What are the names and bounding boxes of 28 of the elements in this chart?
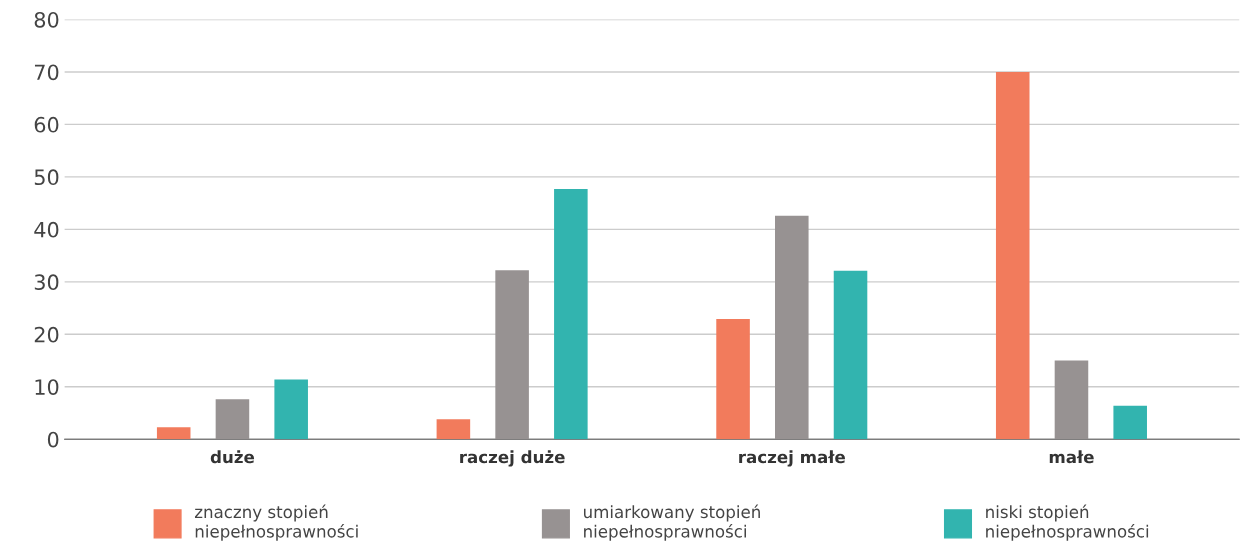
bar [1113, 405, 1147, 440]
bar [833, 270, 868, 440]
x-tick-label: duże [210, 450, 255, 464]
bar [274, 379, 308, 440]
y-tick-label: 20 [34, 326, 59, 343]
y-tick-label: 60 [34, 116, 59, 133]
bar [554, 188, 588, 440]
y-tick-label: 30 [34, 274, 59, 291]
bar [156, 427, 191, 440]
y-tick-label: 80 [34, 11, 59, 28]
x-tick-label: raczej duże [460, 450, 565, 467]
x-tick-label: małe [1049, 450, 1094, 464]
legend-label: umiarkowany stopień niepełnosprawności [584, 504, 760, 541]
y-tick-label: 50 [34, 169, 59, 186]
bar [215, 399, 250, 440]
legend-label: znaczny stopień niepełnosprawności [194, 504, 358, 541]
bar [1054, 360, 1089, 440]
legend-label: niski stopień niepełnosprawności [986, 504, 1149, 541]
y-tick-label: 0 [47, 431, 59, 448]
bar [436, 419, 471, 440]
x-tick-label: raczej małe [739, 450, 845, 467]
bar [495, 270, 529, 440]
y-tick-label: 70 [34, 64, 59, 81]
bar [775, 215, 809, 440]
y-tick-label: 40 [34, 221, 59, 238]
y-tick-label: 10 [35, 379, 59, 395]
bar [995, 71, 1030, 440]
bar [716, 319, 750, 440]
